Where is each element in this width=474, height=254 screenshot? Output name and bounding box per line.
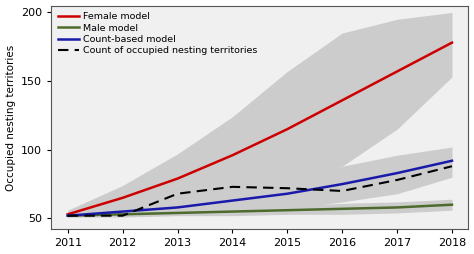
Y-axis label: Occupied nesting territories: Occupied nesting territories [6, 44, 16, 190]
Legend: Female model, Male model, Count-based model, Count of occupied nesting territori: Female model, Male model, Count-based mo… [56, 10, 260, 57]
